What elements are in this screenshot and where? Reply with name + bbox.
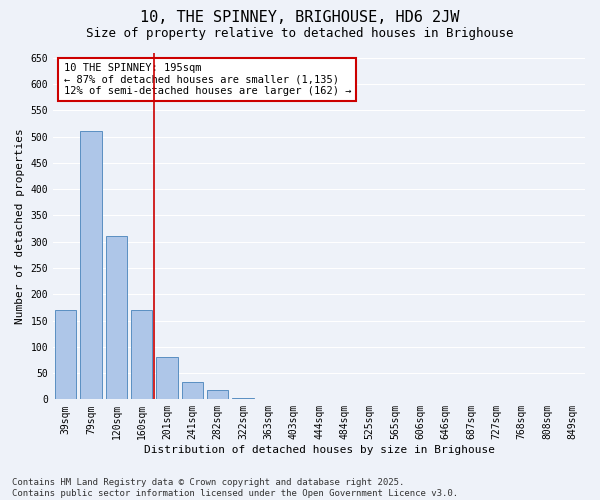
Y-axis label: Number of detached properties: Number of detached properties bbox=[15, 128, 25, 324]
Bar bbox=[232, 398, 254, 400]
Text: 10, THE SPINNEY, BRIGHOUSE, HD6 2JW: 10, THE SPINNEY, BRIGHOUSE, HD6 2JW bbox=[140, 10, 460, 25]
Bar bbox=[207, 390, 229, 400]
X-axis label: Distribution of detached houses by size in Brighouse: Distribution of detached houses by size … bbox=[143, 445, 494, 455]
Bar bbox=[80, 132, 102, 400]
Bar bbox=[182, 382, 203, 400]
Bar bbox=[156, 358, 178, 400]
Bar bbox=[55, 310, 76, 400]
Text: Contains HM Land Registry data © Crown copyright and database right 2025.
Contai: Contains HM Land Registry data © Crown c… bbox=[12, 478, 458, 498]
Bar bbox=[131, 310, 152, 400]
Text: Size of property relative to detached houses in Brighouse: Size of property relative to detached ho… bbox=[86, 28, 514, 40]
Text: 10 THE SPINNEY: 195sqm
← 87% of detached houses are smaller (1,135)
12% of semi-: 10 THE SPINNEY: 195sqm ← 87% of detached… bbox=[64, 63, 351, 96]
Bar bbox=[106, 236, 127, 400]
